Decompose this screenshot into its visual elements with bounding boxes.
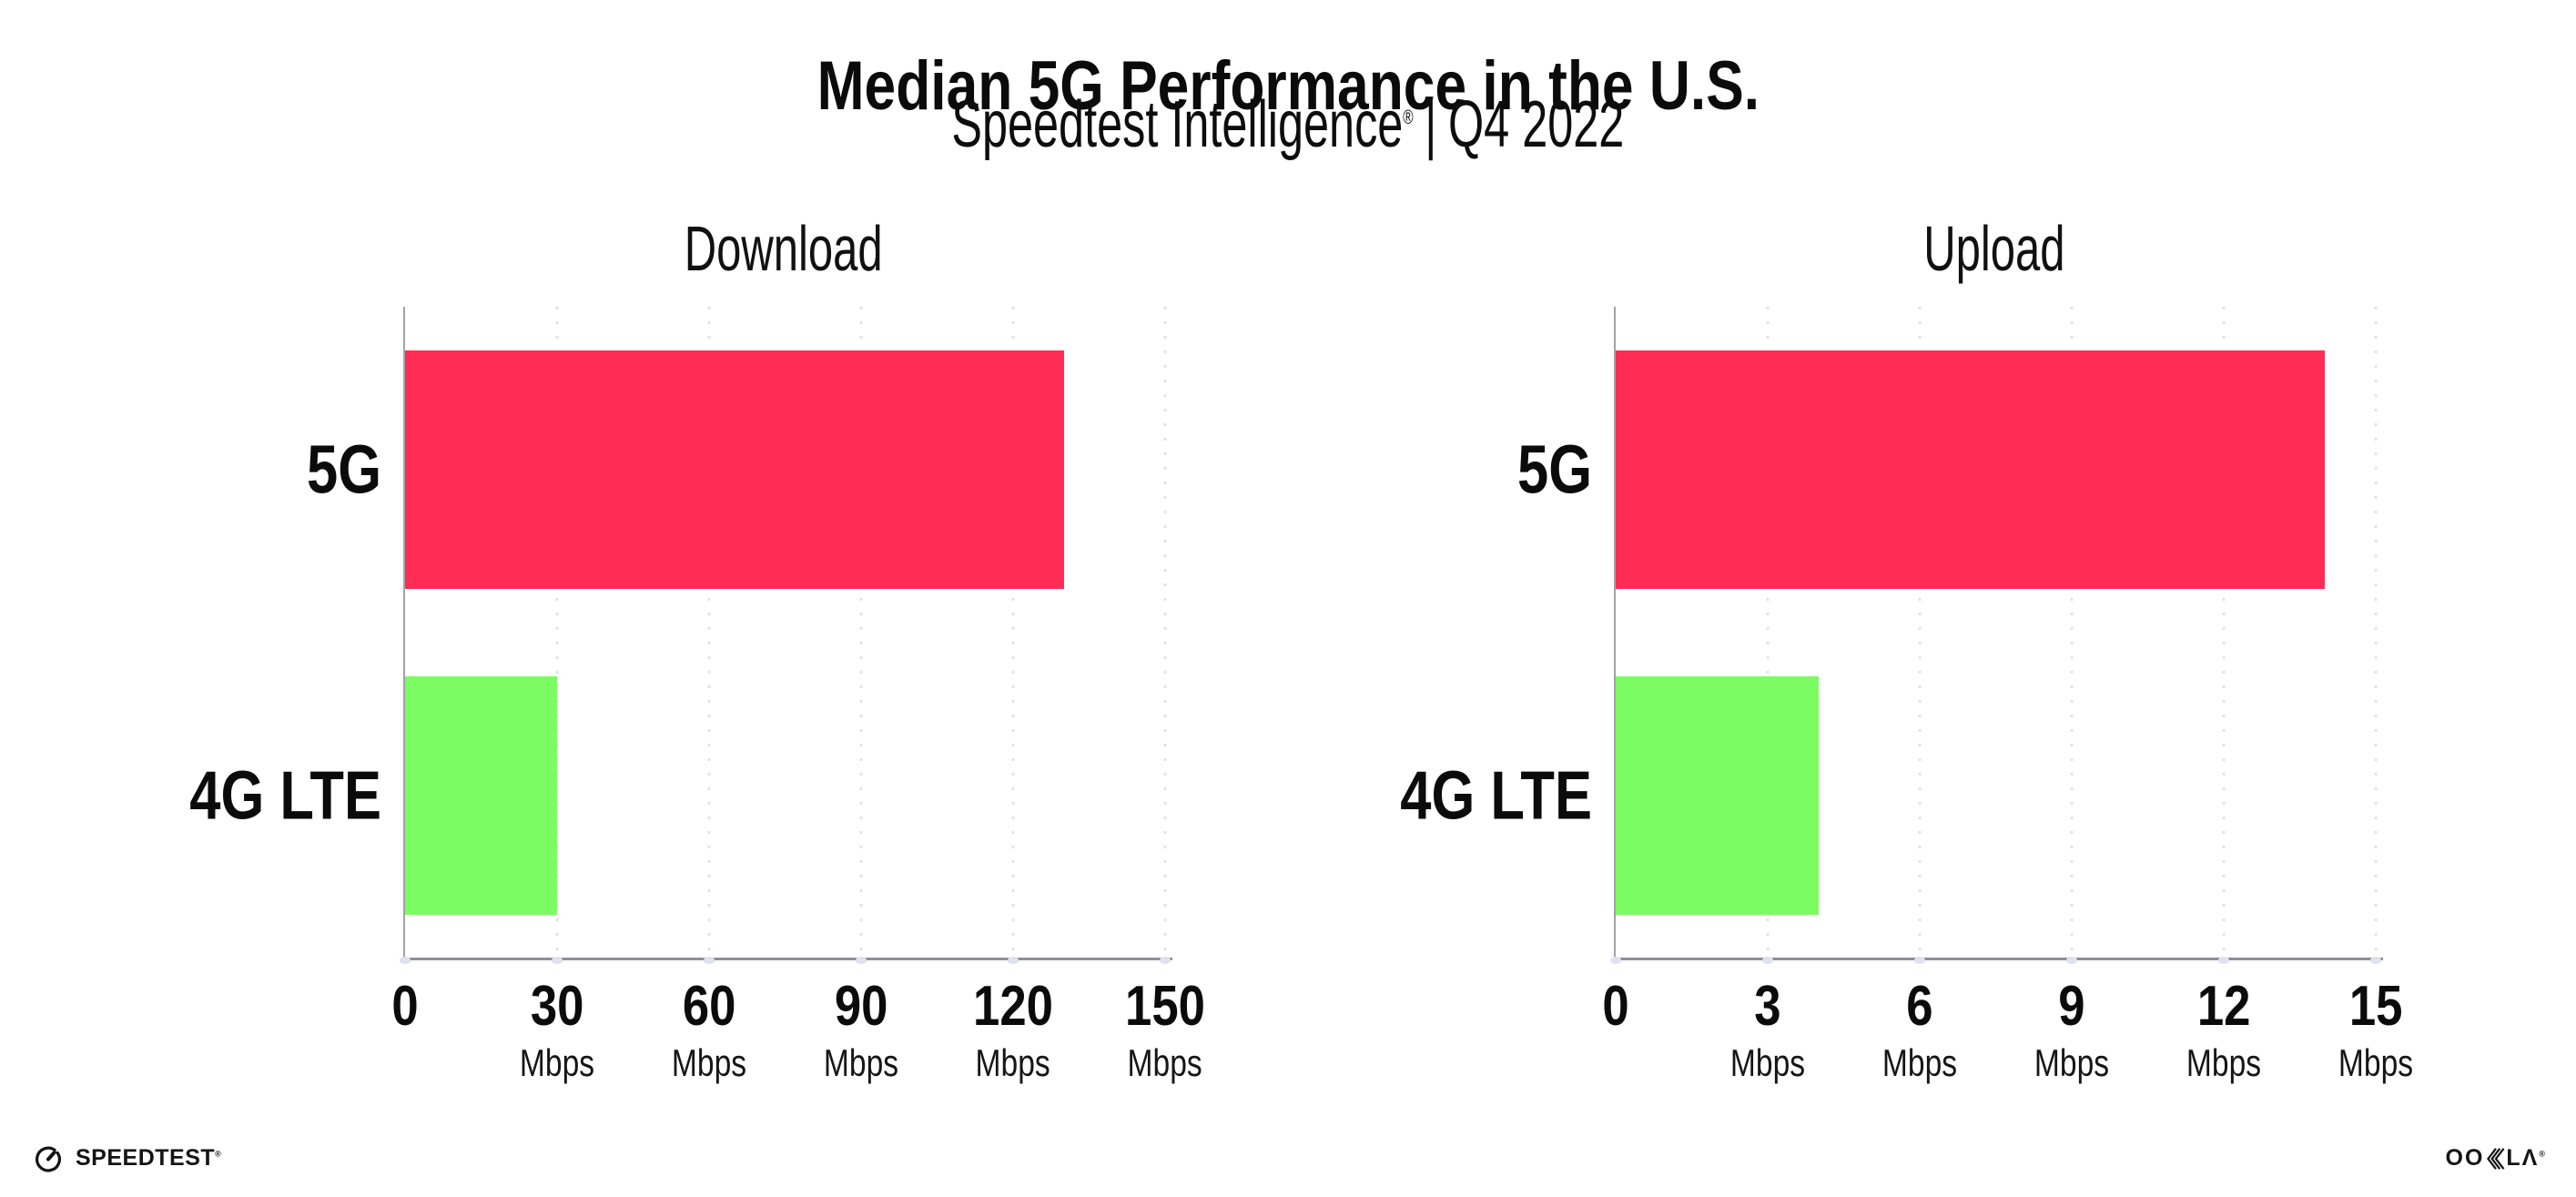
tick-unit — [390, 1044, 421, 1082]
tick-dot — [1610, 957, 1621, 964]
x-tick: 60 Mbps — [663, 979, 756, 1082]
tick-value: 6 — [1906, 975, 1933, 1038]
tick-unit: Mbps — [2033, 1041, 2110, 1084]
gridline — [555, 307, 559, 959]
bar-5g-upload — [1616, 350, 2326, 589]
tick-dot — [2218, 957, 2229, 964]
gridline — [2222, 307, 2226, 959]
tick-dot — [856, 957, 867, 964]
tick-value: 90 — [834, 975, 888, 1038]
page-subtitle: Speedtest Intelligence® | Q4 2022 — [0, 87, 2576, 163]
page-title-text: Median 5G Performance in the U.S. — [816, 46, 1760, 125]
gridline — [1011, 307, 1015, 959]
ookla-wordmark-right: LΛ® — [2506, 1145, 2545, 1171]
tick-value: 120 — [973, 975, 1053, 1038]
gridline — [2070, 307, 2074, 959]
x-tick: 9 Mbps — [2025, 979, 2119, 1082]
tick-dot — [2370, 957, 2381, 964]
x-tick: 30 Mbps — [511, 979, 604, 1082]
tick-unit: Mbps — [823, 1041, 899, 1084]
ookla-wordmark-left: OO — [2445, 1145, 2485, 1171]
bar-4g-lte-upload — [1616, 676, 1819, 915]
tick-unit: Mbps — [671, 1041, 747, 1084]
bar-5g-download — [405, 350, 1064, 589]
x-axis-line — [1614, 958, 2383, 960]
chart-title-download: Download — [684, 213, 883, 284]
x-tick: 90 Mbps — [815, 979, 908, 1082]
gridline — [1766, 307, 1770, 959]
tick-value: 9 — [2058, 975, 2085, 1038]
tick-unit: Mbps — [2186, 1041, 2262, 1084]
speedtest-logo: SPEEDTEST® — [33, 1142, 221, 1173]
subtitle-period: Q4 2022 — [1448, 88, 1625, 161]
ookla-k-icon — [2487, 1147, 2505, 1170]
x-tick: 120 Mbps — [966, 979, 1060, 1082]
tick-value: 150 — [1125, 975, 1205, 1038]
tick-value: 60 — [682, 975, 736, 1038]
speedtest-gauge-icon — [35, 1146, 61, 1172]
gridline — [707, 307, 711, 959]
x-tick: 15 Mbps — [2329, 979, 2423, 1082]
x-axis-line — [403, 958, 1172, 960]
tick-dot — [1914, 957, 1925, 964]
x-tick: 3 Mbps — [1721, 979, 1815, 1082]
speedtest-wordmark: SPEEDTEST® — [76, 1144, 222, 1171]
x-tick: 12 Mbps — [2177, 979, 2271, 1082]
tick-unit — [1600, 1044, 1631, 1082]
chart-title-upload: Upload — [1922, 213, 2065, 284]
plot-area-upload: 5G 4G LTE 0 3 Mbps 6 Mbps 9 Mbps 12 Mbps 15 M… — [1400, 307, 2413, 1082]
gridline — [1163, 307, 1167, 959]
subtitle-separator: | — [1425, 88, 1437, 161]
tick-unit: Mbps — [1881, 1041, 1958, 1084]
gridline — [2374, 307, 2378, 959]
tick-value: 12 — [2196, 975, 2251, 1038]
tick-dot — [1160, 957, 1171, 964]
tick-dot — [2066, 957, 2077, 964]
x-tick: 0 — [1600, 979, 1631, 1082]
tick-unit: Mbps — [975, 1041, 1051, 1084]
row-label-5g: 5G — [306, 431, 381, 508]
tick-unit: Mbps — [2338, 1041, 2414, 1084]
row-label-4g-lte: 4G LTE — [1400, 756, 1592, 834]
page-title: Median 5G Performance in the U.S. — [0, 46, 2576, 125]
x-tick: 150 Mbps — [1118, 979, 1212, 1082]
row-label-5g: 5G — [1516, 431, 1592, 508]
tick-unit: Mbps — [519, 1041, 595, 1084]
gridline — [1918, 307, 1922, 959]
registered-mark: ® — [2539, 1149, 2545, 1159]
page-subtitle-text: Speedtest Intelligence® | Q4 2022 — [952, 87, 1625, 163]
tick-dot — [552, 957, 563, 964]
gridline — [859, 307, 863, 959]
x-tick: 6 Mbps — [1873, 979, 1967, 1082]
tick-dot — [400, 957, 411, 964]
tick-value: 3 — [1754, 975, 1781, 1038]
registered-mark: ® — [1403, 106, 1414, 128]
tick-value: 0 — [391, 975, 419, 1038]
tick-dot — [704, 957, 715, 964]
tick-dot — [1762, 957, 1773, 964]
tick-value: 30 — [530, 975, 584, 1038]
bar-4g-lte-download — [405, 676, 557, 915]
tick-value: 0 — [1602, 975, 1629, 1038]
tick-unit: Mbps — [1729, 1041, 1806, 1084]
tick-unit: Mbps — [1127, 1041, 1203, 1084]
tick-value: 15 — [2348, 975, 2403, 1038]
subtitle-brand: Speedtest Intelligence — [951, 88, 1404, 161]
registered-mark: ® — [215, 1149, 222, 1159]
plot-area-download: 5G 4G LTE 0 30 Mbps 60 Mbps 90 Mbps 120 Mbps… — [189, 307, 1205, 1082]
row-label-4g-lte: 4G LTE — [189, 756, 381, 834]
tick-dot — [1008, 957, 1019, 964]
ookla-logo: OO LΛ® — [2446, 1145, 2546, 1172]
x-tick: 0 — [390, 979, 421, 1082]
